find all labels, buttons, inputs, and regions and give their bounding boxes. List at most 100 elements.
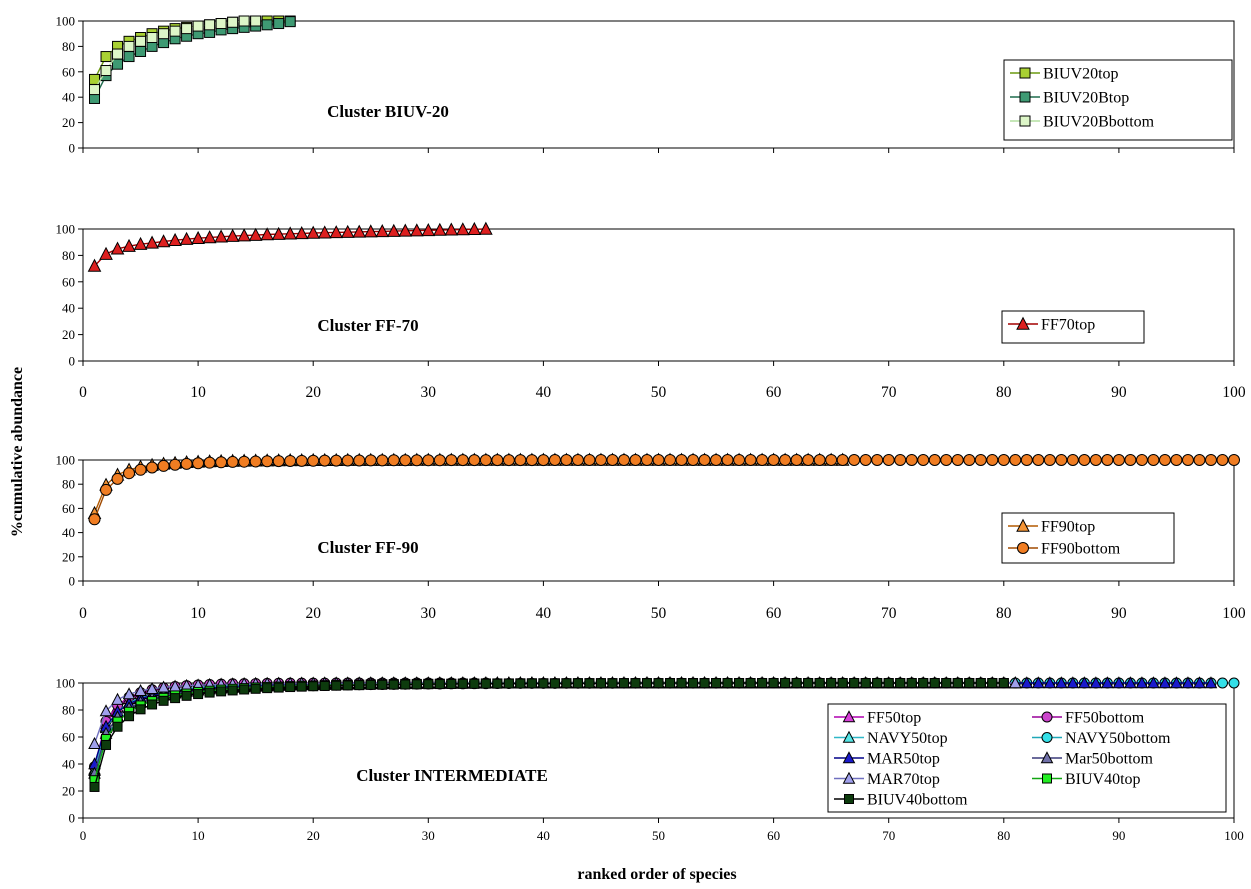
x-tick-label: 30 [421,605,437,622]
legend-label: FF70top [1041,317,1095,334]
data-point-BIUV40bottom [906,678,917,688]
chart-panel-4: 0 20 40 60 80 100 0 10 20 30 40 50 60 70 80 90 100 Cluste… [56,676,1244,844]
legend-label: BIUV20Bbottom [1043,114,1155,131]
data-point-MAR50top [1066,676,1080,689]
y-tick-label: 0 [69,811,76,826]
data-point-FF90bottom [192,457,205,470]
data-point-BIUV40bottom [446,678,457,689]
data-point-FF90bottom [479,454,492,467]
data-point-BIUV20Bbottom [89,84,101,96]
data-point-MAR70top [157,680,170,693]
data-point-FF90bottom [928,454,941,466]
x-tick-label: 50 [651,605,667,622]
y-tick-label: 20 [62,549,75,564]
data-point-FF90bottom [284,454,297,467]
data-point-BIUV40bottom [688,678,699,689]
data-point-FF70top [398,223,413,237]
y-tick-label: 100 [56,222,76,237]
data-point-BIUV40bottom [918,678,929,688]
data-point-FF90bottom [111,472,124,485]
data-point-FF90bottom [180,457,193,470]
y-tick-label: 80 [62,477,75,492]
legend-marker-FF90bottom [1017,542,1029,554]
data-point-BIUV40bottom [423,679,434,690]
data-point-BIUV40bottom [400,679,411,690]
data-point-BIUV40bottom [457,678,468,689]
legend: FF90top FF90bottom [1001,512,1175,564]
data-point-FF90bottom [353,454,366,467]
legend-label: MAR50top [867,751,940,768]
data-point-FF90bottom [917,454,930,466]
x-tick-label: 0 [79,605,87,622]
data-point-BIUV40bottom [699,678,710,689]
data-point-FF90bottom [1055,454,1068,466]
y-tick-label: 40 [62,757,75,772]
x-tick-label: 20 [305,384,321,401]
data-point-FF70top [87,258,102,272]
data-point-MAR50top [1147,676,1160,689]
data-point-BIUV40bottom [342,680,353,691]
data-point-FF90bottom [1078,454,1091,466]
data-point-FF70top [179,231,194,245]
chart-panel-2: 0 20 40 60 80 100 0 10 20 30 40 50 60 70 80 90 100 Cluste… [56,222,1246,402]
data-point-FF90bottom [1101,454,1114,466]
data-point-FF90bottom [571,454,584,466]
data-point-MAR70top [134,684,147,697]
data-point-BIUV20Bbottom [123,40,135,52]
data-point-BIUV40bottom [227,685,238,696]
data-point-FF90bottom [226,455,239,468]
legend-marker-FF90top [1016,518,1030,532]
data-point-BIUV40bottom [273,682,284,693]
data-point-BIUV40bottom [331,680,342,691]
data-point-MAR50top [1204,676,1218,689]
legend-marker-BIUV40bottom [844,794,854,804]
y-tick-label: 40 [62,525,75,540]
data-point-FF90bottom [710,454,723,466]
x-tick-label: 10 [190,384,206,401]
data-point-BIUV20Bbottom [146,32,158,44]
data-point-FF90bottom [1043,454,1056,466]
legend-label: BIUV40bottom [867,792,968,809]
y-tick-label: 80 [62,248,75,263]
data-point-FF90bottom [422,454,435,467]
x-tick-label: 70 [882,828,895,843]
data-point-FF90bottom [652,454,665,466]
data-point-MAR50top [1158,676,1172,689]
data-point-BIUV20Btop [284,16,296,28]
data-point-BIUV40bottom [895,678,906,688]
data-point-BIUV40bottom [515,678,526,689]
data-point-BIUV40bottom [561,678,572,689]
x-tick-label: 10 [192,828,205,843]
data-point-FF70top [283,226,298,240]
data-point-BIUV40bottom [193,689,204,700]
y-tick-label: 40 [62,90,75,105]
data-point-FF90bottom [1181,454,1194,466]
data-point-BIUV20Bbottom [250,15,262,27]
cluster-title: Cluster BIUV-20 [327,102,449,121]
data-point-FF90bottom [859,454,872,466]
data-point-FF90bottom [548,454,561,466]
data-point-FF90bottom [894,454,907,466]
data-point-BIUV40bottom [147,699,158,710]
data-point-FF90bottom [940,454,953,466]
data-point-BIUV20Bbottom [227,16,239,28]
data-point-BIUV40bottom [181,690,192,701]
x-tick-label: 80 [996,605,1012,622]
y-tick-label: 100 [56,676,76,691]
x-tick-label: 60 [766,384,782,401]
data-point-FF70top [352,224,367,238]
data-point-BIUV20Bbottom [112,48,124,60]
legend-marker-NAVY50bottom [1041,732,1053,743]
legend-marker-FF50top [842,710,856,723]
data-point-FF70top [237,228,251,242]
data-point-FF90bottom [261,455,274,468]
data-point-FF90bottom [790,454,803,466]
data-point-BIUV40bottom [745,678,756,688]
x-tick-label: 90 [1112,828,1125,843]
data-point-BIUV20Bbottom [204,19,216,31]
data-point-BIUV40bottom [526,678,537,689]
x-tick-label: 60 [766,605,782,622]
y-tick-label: 80 [62,703,75,718]
data-point-FF90bottom [537,454,550,467]
data-point-BIUV40bottom [941,678,952,688]
